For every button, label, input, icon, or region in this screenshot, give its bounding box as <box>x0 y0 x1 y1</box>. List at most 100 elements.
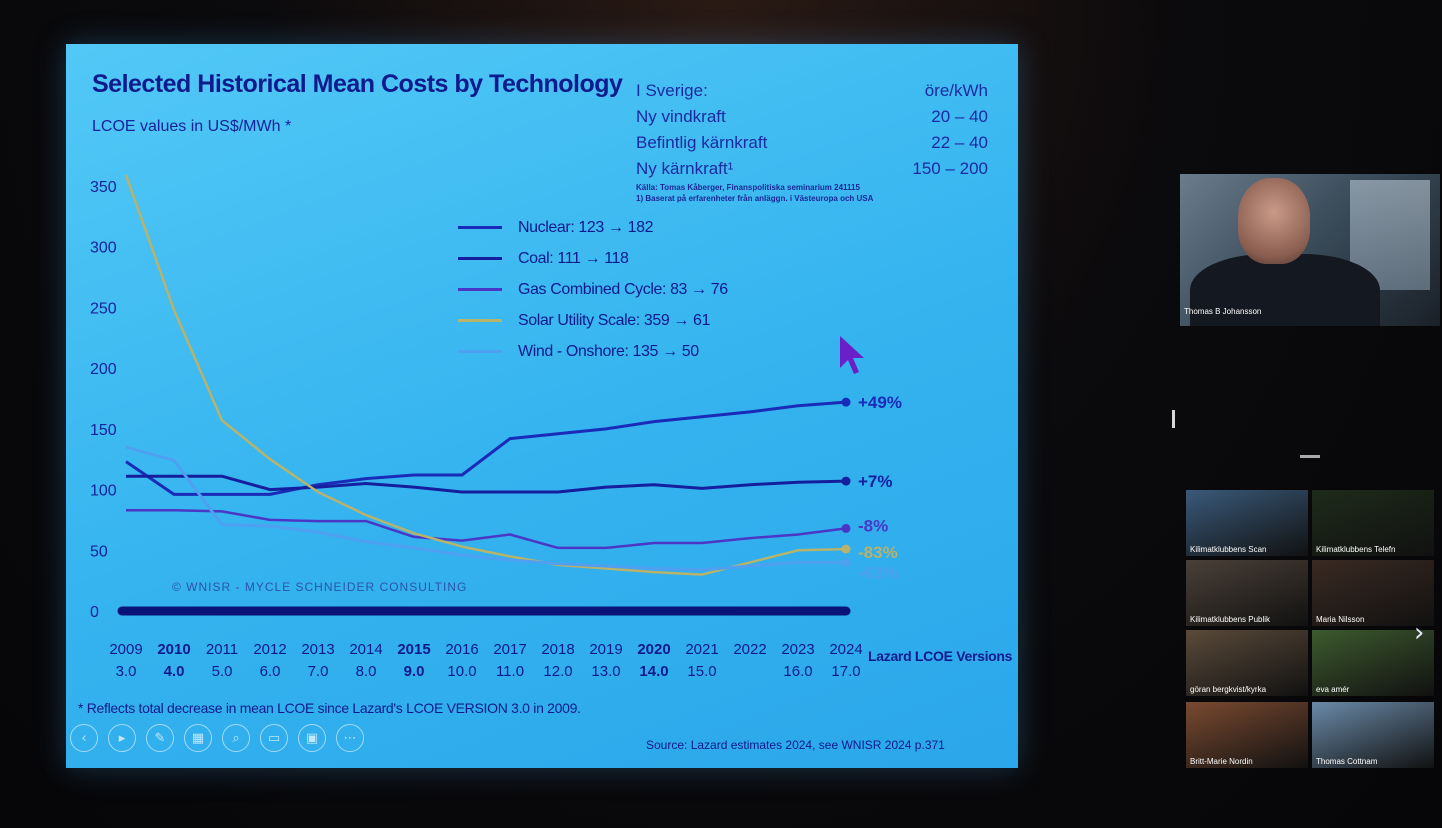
version-label: 3.0 <box>116 663 137 680</box>
series-line <box>126 474 847 494</box>
series-end-point <box>841 544 851 554</box>
participant-tile[interactable]: Maria Nilsson <box>1312 560 1434 626</box>
x-tick-label: 2010 <box>157 641 190 658</box>
x-tick-label: 2012 <box>253 641 286 658</box>
sverige-row-value: 22 – 40 <box>931 133 988 152</box>
participant-name: Kilimatklubbens Scan <box>1190 545 1267 554</box>
more-icon[interactable]: ⋯ <box>336 724 364 752</box>
sverige-note: 1) Baserat på erfarenheter från anläggn.… <box>636 194 874 203</box>
legend-label: Gas Combined Cycle: 83 → 76 <box>518 280 728 298</box>
legend-label: Coal: 111 → 118 <box>518 249 629 267</box>
divider <box>1172 410 1175 428</box>
participant-tile[interactable]: Thomas Cottnam <box>1312 702 1434 768</box>
series-line <box>125 445 846 572</box>
x-tick-label: 2024 <box>829 641 862 658</box>
legend-item: Nuclear: 123 → 182 <box>458 212 728 243</box>
sverige-row-value: 20 – 40 <box>931 107 988 126</box>
participant-tile[interactable]: Britt-Marie Nordin <box>1186 702 1308 768</box>
chevron-right-icon[interactable]: › <box>1414 618 1425 648</box>
chart-subtitle: LCOE values in US$/MWh * <box>92 118 292 135</box>
participant-name: eva amér <box>1316 685 1350 694</box>
x-tick-label: 2014 <box>349 641 382 658</box>
version-label: 8.0 <box>356 663 377 680</box>
chart-footnote: * Reflects total decrease in mean LCOE s… <box>78 700 581 716</box>
version-label: 13.0 <box>591 663 620 680</box>
participant-tile[interactable]: göran bergkvist/kyrka <box>1186 630 1308 696</box>
version-label: 14.0 <box>639 663 668 680</box>
x-tick-label: 2009 <box>109 641 142 658</box>
divider <box>1300 455 1320 458</box>
series-line <box>125 400 847 496</box>
chart-title: Selected Historical Mean Costs by Techno… <box>92 70 623 98</box>
play-icon[interactable]: ▸ <box>108 724 136 752</box>
sverige-row-value: 150 – 200 <box>912 159 988 178</box>
series-end-point <box>841 557 851 567</box>
speaker-video-tile[interactable]: Thomas B Johansson <box>1180 174 1440 326</box>
version-label: 4.0 <box>164 663 185 680</box>
legend-label: Wind - Onshore: 135 → 50 <box>518 342 699 360</box>
participant-tile[interactable]: Kilimatklubbens Telefn <box>1312 490 1434 556</box>
version-label: 15.0 <box>687 663 716 680</box>
x-tick-label: 2011 <box>206 641 238 658</box>
chart-source: Source: Lazard estimates 2024, see WNISR… <box>646 738 945 752</box>
legend-item: Wind - Onshore: 135 → 50 <box>458 336 728 367</box>
sverige-source: Källa: Tomas Kåberger, Finanspolitiska s… <box>636 183 860 192</box>
participant-tile[interactable]: Kilimatklubbens Scan <box>1186 490 1308 556</box>
legend-item: Gas Combined Cycle: 83 → 76 <box>458 274 728 305</box>
x-tick-label: 2016 <box>445 641 478 658</box>
x-tick-label: 2015 <box>397 641 430 658</box>
participant-name: Kilimatklubbens Telefn <box>1316 545 1396 554</box>
legend-item: Coal: 111 → 118 <box>458 243 728 274</box>
legend-swatch <box>458 257 502 260</box>
change-label: -83% <box>858 543 898 562</box>
participant-tile[interactable]: Kilimatklubbens Publik <box>1186 560 1308 626</box>
mouse-pointer-icon <box>840 336 864 374</box>
series-line <box>126 508 847 550</box>
grid-icon[interactable]: ▦ <box>184 724 212 752</box>
version-label: 9.0 <box>404 663 425 680</box>
participant-name: Kilimatklubbens Publik <box>1190 615 1271 624</box>
series-end-point <box>841 476 851 486</box>
y-tick-label: 200 <box>90 361 117 378</box>
subtitles-icon[interactable]: ▭ <box>260 724 288 752</box>
change-label: -63% <box>858 563 898 582</box>
version-label: 6.0 <box>260 663 281 680</box>
sverige-box: I Sverige: öre/kWh Ny vindkraft 20 – 40 … <box>636 78 988 204</box>
participant-name: göran bergkvist/kyrka <box>1190 685 1267 694</box>
slide-toolbar: ‹ ▸ ✎ ▦ ⌕ ▭ ▣ ⋯ <box>70 724 364 752</box>
participant-name: Thomas Cottnam <box>1316 757 1378 766</box>
version-label: 11.0 <box>496 663 524 680</box>
legend-swatch <box>458 288 502 291</box>
copyright-watermark: © WNISR - MYCLE SCHNEIDER CONSULTING <box>172 580 468 594</box>
version-label: 16.0 <box>783 663 812 680</box>
legend-swatch <box>458 226 502 229</box>
series-end-point <box>841 397 851 407</box>
lcoe-chart: 0 50 100 150 200 250 300 350 2009 3.0 2010 4.0 2011… <box>90 174 902 680</box>
version-label: 10.0 <box>447 663 476 680</box>
versions-label: Lazard LCOE Versions <box>868 648 1013 664</box>
prev-icon[interactable]: ‹ <box>70 724 98 752</box>
camera-icon[interactable]: ▣ <box>298 724 326 752</box>
sverige-row-label: Ny kärnkraft¹ <box>636 159 734 178</box>
legend-item: Solar Utility Scale: 359 → 61 <box>458 305 728 336</box>
participant-tile[interactable]: eva amér <box>1312 630 1434 696</box>
speaker-body <box>1190 254 1380 326</box>
legend-label: Nuclear: 123 → 182 <box>518 218 654 236</box>
y-tick-label: 250 <box>90 300 117 317</box>
zoom-icon[interactable]: ⌕ <box>222 724 250 752</box>
pen-icon[interactable]: ✎ <box>146 724 174 752</box>
y-tick-label: 0 <box>90 604 99 621</box>
y-tick-label: 350 <box>90 179 117 196</box>
y-tick-label: 150 <box>90 422 117 439</box>
x-tick-label: 2013 <box>301 641 334 658</box>
participant-name: Maria Nilsson <box>1316 615 1365 624</box>
legend-swatch <box>458 350 502 353</box>
y-tick-label: 50 <box>90 543 108 560</box>
x-tick-label: 2019 <box>589 641 622 658</box>
sverige-unit: öre/kWh <box>924 81 988 100</box>
x-tick-label: 2023 <box>781 641 814 658</box>
y-tick-label: 100 <box>90 483 117 500</box>
chart-legend: Nuclear: 123 → 182 Coal: 111 → 118 Gas Com… <box>458 212 728 367</box>
x-tick-label: 2017 <box>493 641 526 658</box>
change-label: +49% <box>858 393 902 412</box>
